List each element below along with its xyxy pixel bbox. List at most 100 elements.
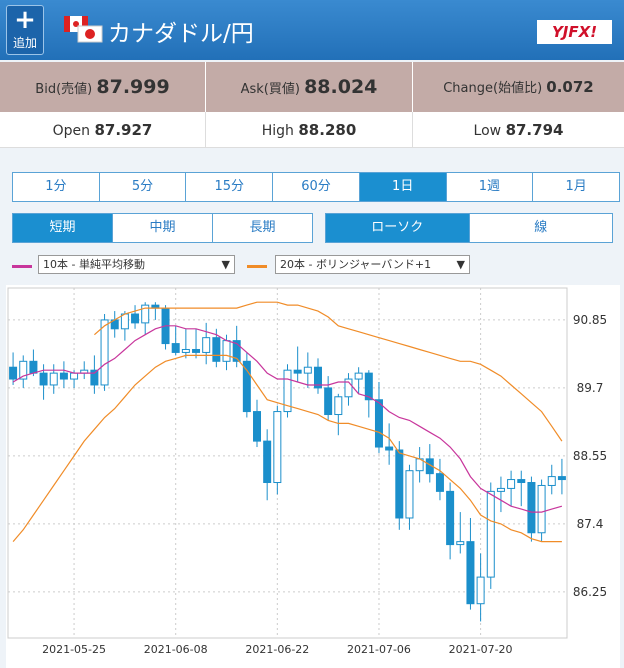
y-tick-label: 86.25 [573, 585, 607, 599]
x-tick-label: 2021-06-22 [245, 643, 309, 656]
candle-body [222, 340, 231, 362]
bid-cell: Bid(売値) 87.999 [0, 62, 206, 112]
period-tab[interactable]: 1日 [358, 172, 447, 202]
x-tick-label: 2021-07-06 [347, 643, 411, 656]
y-tick-label: 88.55 [573, 449, 607, 463]
low-value: 87.794 [505, 121, 564, 139]
candle-body [253, 411, 262, 442]
candle-body [557, 476, 566, 481]
header: + 追加 カナダドル/円 YJFX! [0, 0, 624, 60]
y-tick-label: 89.7 [577, 381, 604, 395]
candle-body [29, 360, 38, 374]
candle-body [334, 396, 343, 416]
candle-body [49, 372, 58, 386]
candle-body [232, 340, 241, 362]
candle-body [141, 304, 150, 324]
bid-value: 87.999 [96, 76, 170, 98]
candle-body [324, 387, 333, 416]
ask-value: 88.024 [304, 76, 378, 98]
candle-body [19, 360, 28, 380]
candle-body [293, 369, 302, 374]
candle-body [171, 343, 180, 353]
candle-body [100, 319, 109, 386]
candle-body [313, 366, 322, 389]
candle-body [303, 366, 312, 374]
candle-body [466, 541, 475, 605]
candle-body [39, 372, 48, 386]
period-tab[interactable]: 1週 [445, 172, 534, 202]
style-tab[interactable]: 線 [468, 213, 613, 243]
period-tab[interactable]: 5分 [98, 172, 187, 202]
candle-body [405, 470, 414, 519]
ask-label: Ask(買値) [240, 82, 300, 97]
candle-body [537, 484, 546, 534]
candle-body [547, 476, 556, 486]
x-tick-label: 2021-06-08 [144, 643, 208, 656]
chart-bg [6, 285, 620, 668]
candle-body [181, 348, 190, 353]
candle-body [364, 372, 373, 401]
high-cell: High 88.280 [206, 112, 413, 148]
change-cell: Change(始値比) 0.072 [413, 62, 624, 112]
logo: YJFX! [537, 20, 612, 44]
candle-body [354, 372, 363, 380]
band-swatch [247, 265, 267, 268]
y-tick-label: 90.85 [573, 313, 607, 327]
band-select[interactable]: 20本 - ボリンジャーバンド+1 ▼ [275, 255, 470, 274]
candle-body [344, 378, 353, 398]
candle-body [90, 369, 99, 386]
flag-icon [64, 16, 103, 43]
candle-body [59, 372, 68, 380]
style-tab[interactable]: ローソク [325, 213, 470, 243]
add-button[interactable]: + 追加 [6, 5, 44, 55]
candle-body [192, 348, 201, 353]
sma-line [12, 325, 563, 513]
period-tab[interactable]: 60分 [272, 172, 360, 202]
high-label: High [261, 123, 294, 139]
candle-body [202, 337, 211, 353]
add-label: 追加 [12, 36, 37, 50]
change-value: 0.072 [546, 78, 594, 96]
high-value: 88.280 [298, 121, 357, 139]
candle-body [527, 482, 536, 534]
candle-body [496, 487, 505, 492]
candle-body [385, 446, 394, 451]
low-label: Low [473, 123, 502, 139]
sma-select[interactable]: 10本 - 単純平均移動 ▼ [38, 255, 235, 274]
sma-swatch [12, 265, 32, 268]
range-tab[interactable]: 短期 [12, 213, 113, 243]
x-tick-label: 2021-07-20 [449, 643, 513, 656]
chart: 90.85 89.7 88.55 87.4 86.25 2021-05-25 2021-06… [6, 285, 620, 668]
candle-body [70, 372, 79, 380]
period-tab[interactable]: 1月 [532, 172, 620, 202]
low-cell: Low 87.794 [413, 112, 624, 148]
candle-body [446, 490, 455, 546]
band-select-text: 20本 - ボリンジャーバンド+1 [280, 258, 432, 271]
band-line [12, 354, 562, 543]
candle-body [283, 369, 292, 413]
bid-label: Bid(売値) [35, 82, 93, 97]
candle-body [242, 360, 251, 413]
candle-body [273, 411, 282, 484]
candle-body [120, 313, 129, 330]
pair-title: カナダドル/円 [108, 21, 254, 47]
range-tab[interactable]: 中期 [112, 213, 213, 243]
candle-body [263, 440, 272, 484]
open-label: Open [52, 123, 91, 139]
ask-cell: Ask(買値) 88.024 [206, 62, 413, 112]
y-tick-label: 87.4 [577, 517, 604, 531]
period-tab[interactable]: 15分 [185, 172, 274, 202]
period-tab[interactable]: 1分 [12, 172, 100, 202]
band-line [94, 301, 563, 442]
range-tab[interactable]: 長期 [212, 213, 313, 243]
candle-body [131, 313, 140, 324]
open-value: 87.927 [94, 121, 153, 139]
candle-body [9, 366, 18, 380]
candle-body [212, 337, 221, 362]
candle-body [435, 473, 444, 492]
plot-frame [7, 287, 568, 639]
sma-select-text: 10本 - 単純平均移動 [43, 258, 145, 271]
candle-body [374, 399, 383, 448]
candle-body [476, 576, 485, 605]
